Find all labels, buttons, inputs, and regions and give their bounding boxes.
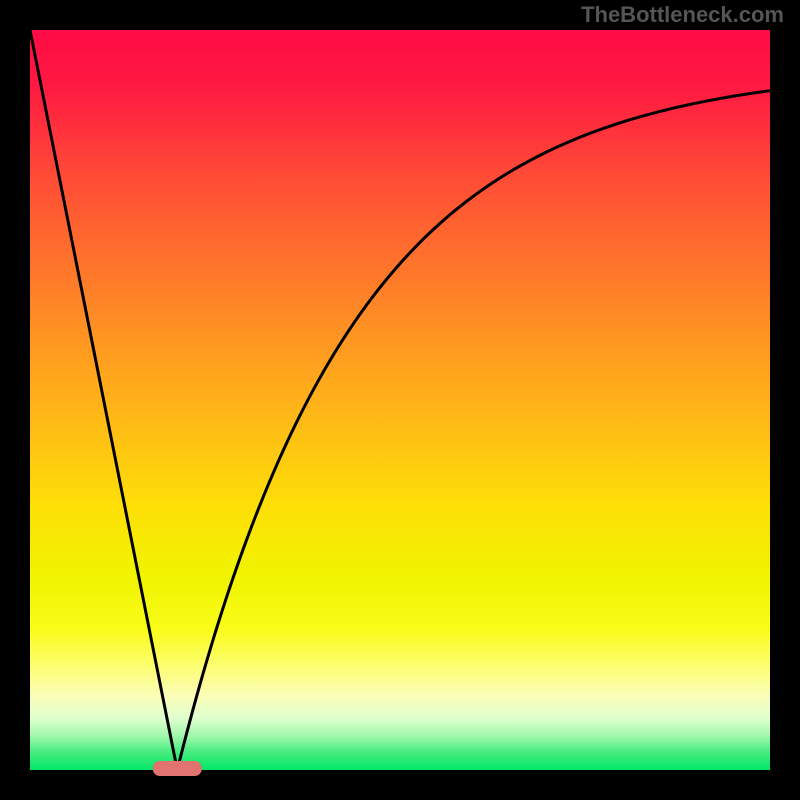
plot-area <box>30 30 770 770</box>
bottleneck-marker <box>153 761 202 776</box>
bottleneck-chart: TheBottleneck.com <box>0 0 800 800</box>
watermark-text: TheBottleneck.com <box>581 2 784 28</box>
chart-svg <box>0 0 800 800</box>
